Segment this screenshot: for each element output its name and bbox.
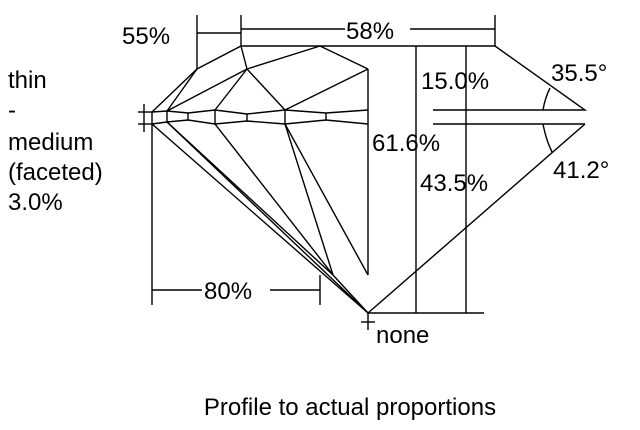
- girdle-thickness-label: thin - medium (faceted) 3.0%: [8, 67, 103, 216]
- total-depth-label: 61.6%: [372, 130, 440, 157]
- girdle-label-line: thin: [8, 67, 47, 94]
- table-label: 58%: [346, 18, 394, 45]
- girdle-label-line: (faceted): [8, 159, 103, 186]
- pavilion-angle-label: 41.2°: [553, 157, 609, 184]
- culet-label: none: [376, 322, 429, 349]
- diamond-outline: [151, 45, 588, 314]
- crown-angle-label: 35.5°: [551, 60, 607, 87]
- girdle-label-line: 3.0%: [8, 189, 63, 216]
- lower-girdle-label: 80%: [204, 278, 252, 305]
- dimension-lines: [138, 15, 496, 330]
- caption: Profile to actual proportions: [204, 394, 496, 421]
- pavilion-depth-label: 43.5%: [420, 170, 488, 197]
- girdle-label-line: -: [8, 97, 16, 124]
- girdle-label-line: medium: [8, 129, 93, 156]
- lower-half-label: 55%: [122, 23, 170, 50]
- crown-height-label: 15.0%: [421, 68, 489, 95]
